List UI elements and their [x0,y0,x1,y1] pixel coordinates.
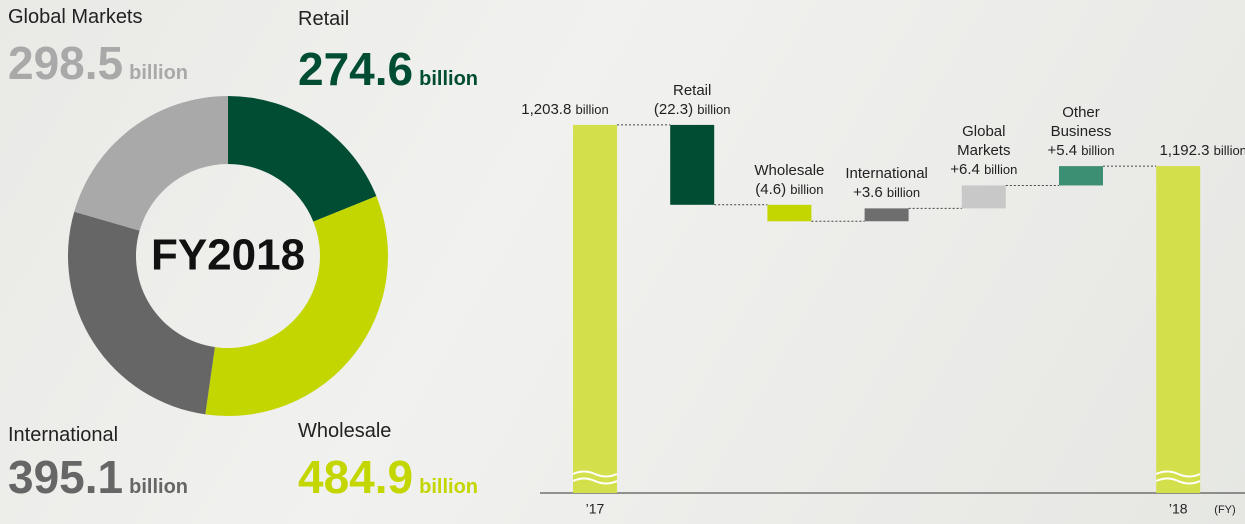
bar-label: International +3.6 billion [832,164,942,202]
value-number: 274.6 [298,43,414,95]
bar-label: Wholesale (4.6) billion [734,161,844,199]
value-unit: billion [1213,143,1245,159]
donut-segment [74,96,228,231]
delta-bar [767,204,812,222]
x-tick-label: ’17 [586,501,605,517]
segment-value: 298.5 billion [8,36,188,90]
bar-name: International [845,165,928,183]
segment-name: Retail [298,8,350,30]
value-label: 1,203.8 [521,100,572,118]
value-number: 395.1 [8,451,124,503]
value-number: 484.9 [298,451,414,503]
value-unit: billion [575,101,609,117]
value-unit: billion [129,62,189,84]
bar-name: Wholesale [754,161,825,179]
segment-value: 484.9 billion [298,450,478,504]
bar-value: +6.4 billion [929,160,1039,179]
donut-segment [67,211,215,415]
bar-label: Global Markets +6.4 billion [929,122,1039,179]
axis-break [1155,470,1201,485]
value-unit: billion [697,101,731,117]
segment-value: 274.6 billion [298,42,478,96]
x-unit: (FY) [1214,504,1235,516]
total-bar [573,124,617,493]
segment-name: Wholesale [298,420,392,442]
bar-value: (4.6) billion [734,180,844,199]
delta-bar [961,185,1006,209]
value-unit: billion [129,476,189,498]
bar-value: +5.4 billion [1026,141,1136,160]
value-label: +5.4 [1047,142,1078,160]
bar-label: 1,192.3 billion [1148,141,1245,160]
axis-break [572,470,618,485]
bar-label: Retail (22.3) billion [637,81,747,119]
bar-label: Other Business +5.4 billion [1026,103,1136,160]
segment-name: International [8,424,119,446]
bar-value: 1,192.3 billion [1148,141,1245,160]
bar-value: (22.3) billion [637,100,747,119]
delta-bar [864,208,909,222]
bar-name: Global Markets [957,123,1011,160]
value-unit: billion [886,185,921,201]
segment-value: 395.1 billion [8,450,188,504]
bar-name: Retail [673,81,712,99]
bar-name: Other Business [1050,104,1112,141]
value-label: (22.3) [653,100,694,118]
delta-bar [670,124,715,205]
value-unit: billion [419,68,479,90]
value-unit: billion [1081,143,1115,159]
value-label: +6.4 [950,161,980,179]
bar-value: 1,203.8 billion [510,100,620,119]
value-unit: billion [419,476,479,498]
donut-segment [205,196,388,416]
value-label: +3.6 [853,184,883,202]
value-unit: billion [984,162,1018,178]
value-unit: billion [790,181,824,197]
center-label: FY2018 [151,231,305,280]
donut-segment [228,96,377,222]
delta-bar [1059,166,1103,186]
value-label: 1,192.3 [1159,142,1210,160]
value-number: 298.5 [8,37,124,89]
segment-name: Global Markets [8,6,143,28]
bar-label: 1,203.8 billion [510,100,620,119]
total-bar [1156,166,1201,494]
value-label: (4.6) [755,180,787,198]
x-tick-label: ’18 [1169,501,1188,517]
bar-value: +3.6 billion [832,183,942,202]
